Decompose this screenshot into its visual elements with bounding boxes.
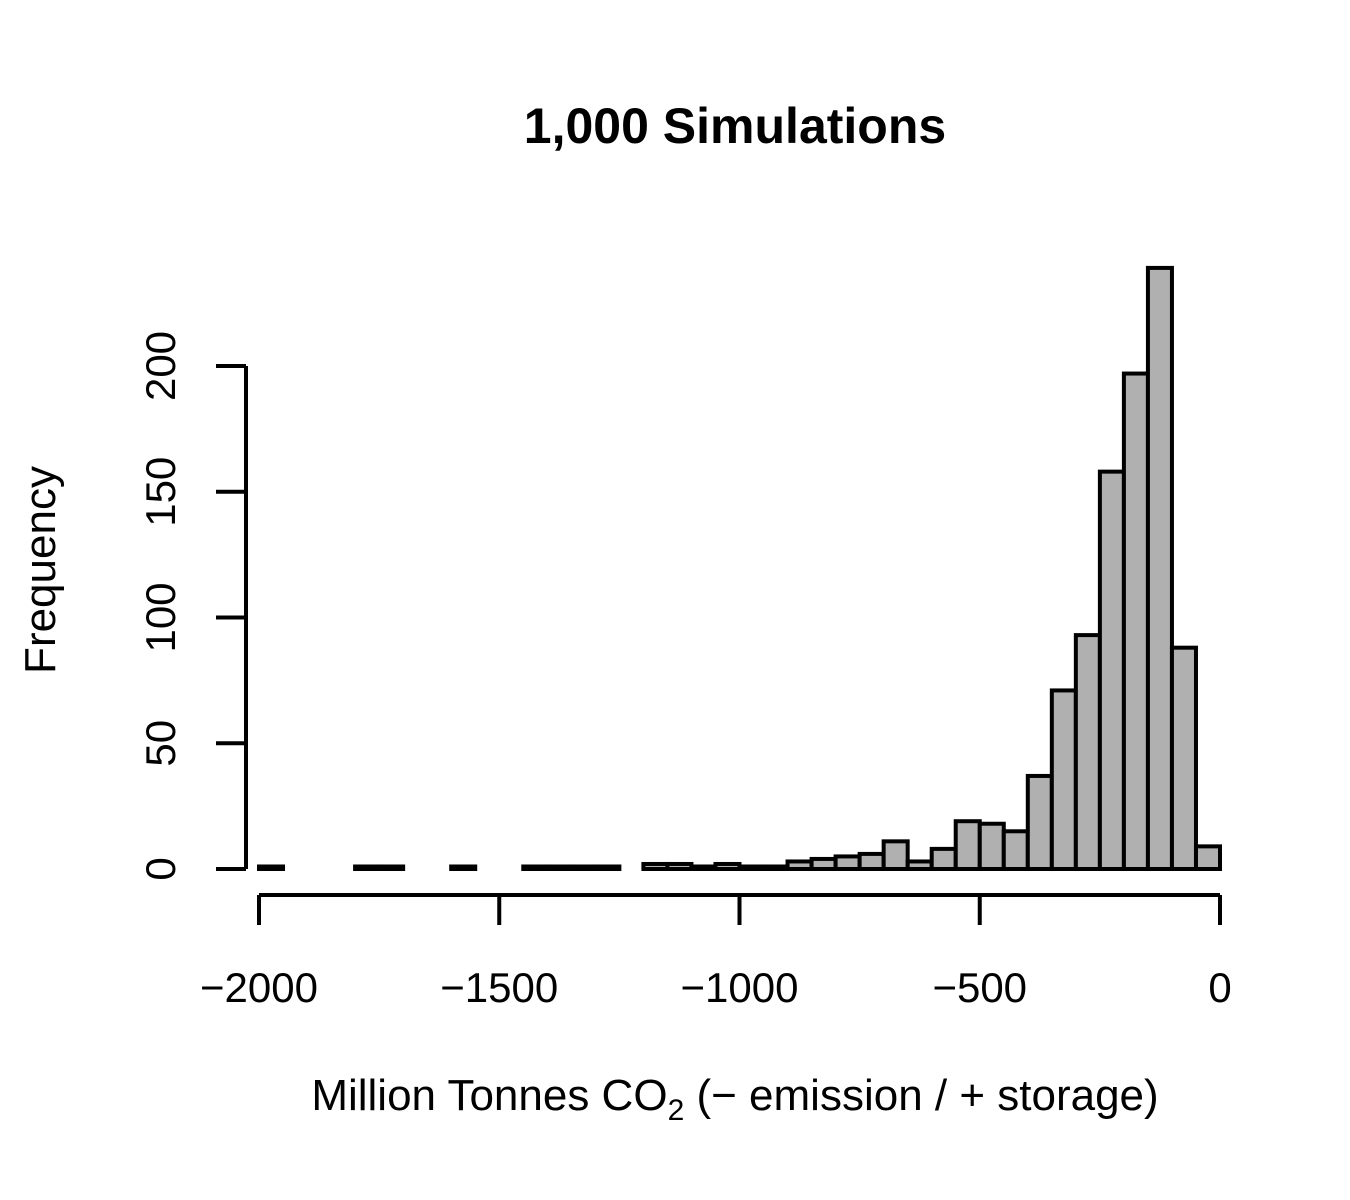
histogram-bar-35 — [1097, 469, 1126, 871]
histogram-bar-20 — [737, 864, 766, 871]
histogram-bar-11 — [521, 864, 550, 871]
y-tick-label-1: 50 — [137, 720, 184, 767]
histogram-bar-17 — [665, 861, 694, 871]
histogram-bar-4 — [353, 864, 382, 871]
histogram-bar-37 — [1145, 265, 1174, 872]
histogram-bar-36 — [1121, 371, 1150, 871]
histogram-bar-39 — [1193, 844, 1222, 871]
histogram-bar-12 — [545, 864, 574, 871]
histogram-bar-13 — [569, 864, 598, 871]
x-axis-label-rest: (− emission / + storage) — [684, 1071, 1158, 1120]
x-axis-label-subscript: 2 — [668, 1094, 685, 1127]
histogram-bar-33 — [1049, 688, 1078, 871]
y-tick-label-0: 0 — [137, 857, 184, 880]
histogram-bar-24 — [833, 854, 862, 871]
histogram-bar-25 — [857, 851, 886, 871]
histogram-bar-34 — [1073, 633, 1102, 871]
histogram-bar-8 — [449, 864, 478, 871]
y-axis: 0 50 100 150 200 — [137, 331, 248, 881]
histogram-bar-16 — [641, 861, 670, 871]
histogram-bar-38 — [1169, 645, 1198, 871]
histogram-bar-18 — [689, 864, 718, 871]
histogram-bar-14 — [593, 864, 622, 871]
histogram-bar-5 — [377, 864, 406, 871]
histogram-bar-29 — [953, 819, 982, 872]
y-tick-label-4: 200 — [137, 331, 184, 401]
histogram-bar-23 — [809, 856, 838, 872]
x-tick-label-1: −1500 — [440, 964, 558, 1011]
histogram-bar-21 — [761, 864, 790, 871]
histogram-bar-27 — [905, 859, 934, 872]
y-axis-label: Frequency — [16, 466, 65, 674]
x-tick-label-2: −1000 — [681, 964, 799, 1011]
x-axis-label-main: Million Tonnes CO — [311, 1071, 667, 1120]
histogram-bar-22 — [785, 859, 814, 872]
y-tick-label-3: 150 — [137, 457, 184, 527]
bars-group — [257, 265, 1222, 872]
y-tick-label-2: 100 — [137, 582, 184, 652]
histogram-bar-0 — [257, 864, 286, 871]
x-tick-label-3: −500 — [932, 964, 1027, 1011]
x-tick-label-4: 0 — [1208, 964, 1231, 1011]
histogram-bar-30 — [977, 821, 1006, 871]
histogram-bar-32 — [1025, 773, 1054, 872]
x-axis: −2000 −1500 −1000 −500 0 — [200, 893, 1232, 1011]
histogram-bar-19 — [713, 861, 742, 871]
x-axis-label: Million Tonnes CO2 (− emission / + stora… — [311, 1071, 1158, 1127]
histogram-bar-26 — [881, 839, 910, 872]
chart-title: 1,000 Simulations — [524, 98, 946, 154]
histogram-bar-28 — [929, 846, 958, 872]
x-tick-label-0: −2000 — [200, 964, 318, 1011]
histogram-bar-31 — [1001, 829, 1030, 872]
